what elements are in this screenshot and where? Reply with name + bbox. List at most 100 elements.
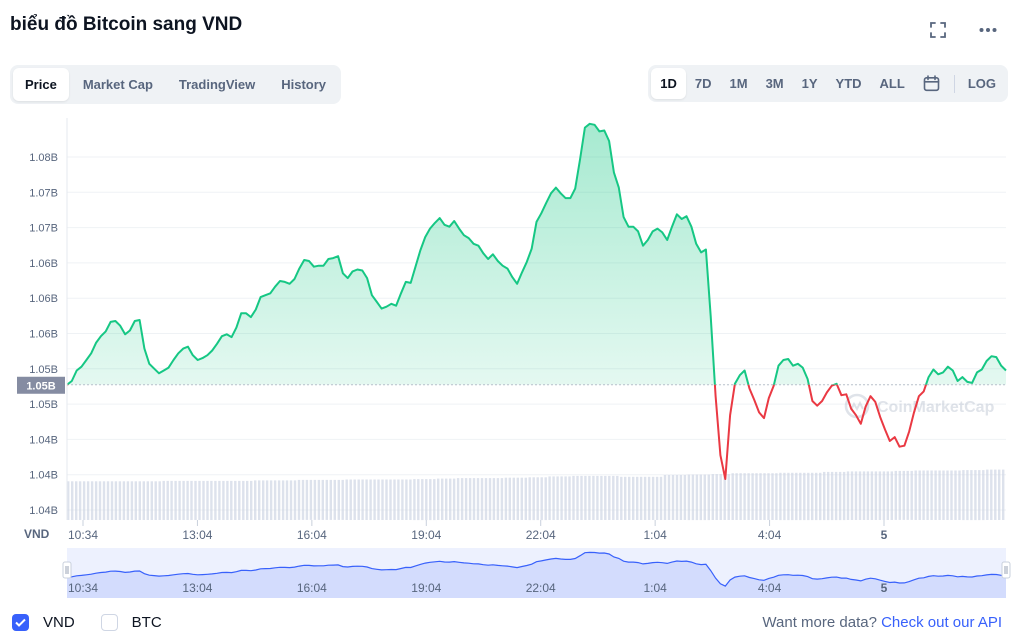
volume-bar <box>544 477 547 521</box>
legend-vnd[interactable]: VND <box>12 614 75 631</box>
volume-bar <box>620 476 623 520</box>
range-all[interactable]: ALL <box>879 76 905 91</box>
volume-bar <box>480 478 484 520</box>
volume-bar <box>942 470 945 520</box>
volume-bar <box>1002 469 1005 520</box>
range-7d[interactable]: 7D <box>694 76 712 91</box>
volume-bar <box>994 469 997 520</box>
legend-btc[interactable]: BTC <box>100 614 162 631</box>
volume-bar <box>206 480 209 520</box>
volume-bar <box>815 472 818 521</box>
volume-bar <box>723 474 726 520</box>
volume-bar <box>982 470 985 521</box>
range-3m[interactable]: 3M <box>765 76 784 91</box>
more-icon[interactable] <box>976 18 1000 42</box>
btc-checkbox[interactable] <box>100 614 118 631</box>
navigator-tick-label: 13:04 <box>182 581 212 595</box>
api-link[interactable]: Check out our API <box>881 614 1002 631</box>
volume-bar <box>520 477 523 520</box>
volume-bar <box>524 477 527 520</box>
navigator-tick-label: 10:34 <box>68 581 98 595</box>
volume-bar <box>464 478 468 520</box>
page-title: biểu đồ Bitcoin sang VND <box>10 14 243 35</box>
price-chart[interactable]: CoinMarketCap 1.08B1.07B1.07B1.06B1.06B1… <box>0 0 1024 600</box>
volume-bar <box>500 478 504 520</box>
volume-bar <box>516 477 519 520</box>
volume-bar <box>393 479 396 520</box>
volume-bar <box>313 479 317 520</box>
log-scale-toggle[interactable]: LOG <box>967 76 996 91</box>
tab-market-cap[interactable]: Market Cap <box>82 77 153 92</box>
chart-type-tabs: Price Market Cap TradingView History <box>10 65 342 104</box>
volume-bar <box>273 480 277 520</box>
volume-bar <box>357 479 360 520</box>
volume-bar <box>600 475 603 520</box>
calendar-icon[interactable] <box>914 68 950 99</box>
volume-bar <box>580 475 583 520</box>
volume-bar <box>528 477 531 521</box>
handle-grip[interactable] <box>62 561 72 579</box>
volume-bar <box>926 470 929 520</box>
volume-bar <box>862 471 866 520</box>
y-tick-label: 1.07B <box>29 223 58 235</box>
volume-bar <box>771 473 774 520</box>
x-axis: 10:34 13:04 16:04 19:04 22:04 1:04 4:04 5 <box>68 520 888 542</box>
range-1m[interactable]: 1M <box>729 76 748 91</box>
navigator-tick-label: 22:04 <box>526 581 556 595</box>
volume-bar <box>974 470 977 521</box>
volume-bar <box>878 471 882 520</box>
volume-bar <box>190 480 193 520</box>
volume-bar <box>226 480 229 520</box>
volume-bar <box>218 480 221 520</box>
volume-bar <box>675 475 679 520</box>
range-navigator[interactable]: 10:34 13:04 16:04 19:04 22:04 1:04 4:04 5 <box>62 548 1011 598</box>
volume-bar <box>182 480 185 520</box>
price-line-above <box>66 122 1007 385</box>
volume-bar <box>413 479 416 521</box>
range-ytd[interactable]: YTD <box>835 76 862 91</box>
volume-bar <box>445 478 448 520</box>
volume-bar <box>954 470 957 520</box>
volume-bar <box>353 479 356 520</box>
y-tick-label: 1.04B <box>29 505 58 517</box>
volume-bar <box>532 477 535 521</box>
handle-grip[interactable] <box>1001 561 1011 579</box>
tab-history[interactable]: History <box>281 77 327 92</box>
volume-bar <box>305 479 309 520</box>
volume-bar <box>429 479 432 521</box>
volume-bar <box>349 479 352 520</box>
volume-bar <box>309 479 313 520</box>
volume-bar <box>612 475 615 520</box>
x-tick-label: 19:04 <box>411 528 441 542</box>
volume-bar <box>695 474 699 521</box>
volume-bar <box>234 480 237 520</box>
chart-actions <box>926 18 1000 42</box>
volume-bar <box>496 478 500 520</box>
price-line-below <box>66 384 928 480</box>
volume-bar <box>110 481 114 520</box>
volume-bar <box>258 480 261 520</box>
volume-bar <box>735 473 738 520</box>
currency-label: VND <box>24 527 50 541</box>
tab-price[interactable]: Price <box>13 68 69 101</box>
range-1d[interactable]: 1D <box>651 68 686 99</box>
volume-bar <box>998 469 1001 520</box>
volume-bar <box>564 476 567 520</box>
navigator-handle-left[interactable] <box>62 561 72 579</box>
volume-bar <box>986 469 989 520</box>
y-tick-label: 1.07B <box>29 187 58 199</box>
volume-bar <box>667 475 671 520</box>
volume-bar <box>158 481 161 520</box>
y-tick-label: 1.06B <box>29 258 58 270</box>
navigator-handle-right[interactable] <box>1001 561 1011 579</box>
fullscreen-icon[interactable] <box>926 18 950 42</box>
volume-bar <box>71 481 74 520</box>
volume-bar <box>827 471 830 521</box>
volume-bars <box>67 469 1005 521</box>
volume-bar <box>787 472 790 521</box>
tab-tradingview[interactable]: TradingView <box>178 77 256 92</box>
navigator-line <box>66 551 1007 587</box>
volume-bar <box>639 476 643 520</box>
check-icon[interactable] <box>12 614 29 631</box>
range-1y[interactable]: 1Y <box>801 76 818 91</box>
